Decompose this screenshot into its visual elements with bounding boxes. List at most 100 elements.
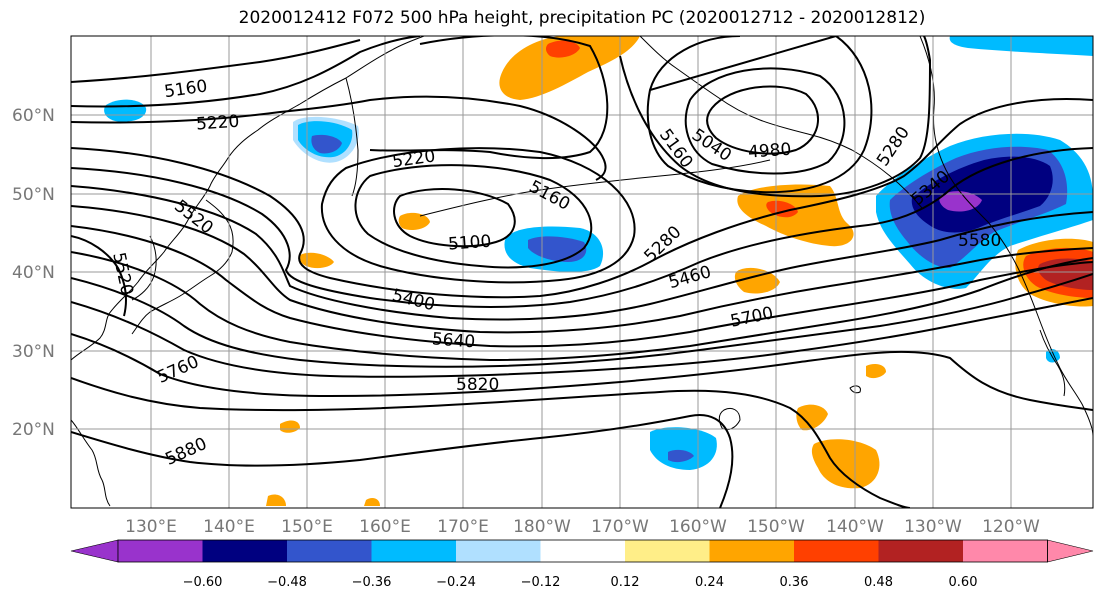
- colorbar-segment: [794, 540, 879, 562]
- lat-label: 60°N: [12, 106, 55, 126]
- contour-label: 5100: [447, 232, 492, 255]
- contour-label: 5400: [390, 285, 437, 315]
- contour-label: 5280: [873, 123, 914, 170]
- coast-alaska: [639, 36, 923, 209]
- contour-5520: [71, 225, 1093, 348]
- contour-label: 5760: [154, 352, 202, 388]
- contour-5520-west: [71, 235, 127, 317]
- plot-frame: [70, 35, 1094, 509]
- colorbar-tick-label: −0.24: [436, 575, 476, 590]
- colorbar-segment: [1047, 539, 1094, 563]
- coastlines: [71, 36, 1093, 507]
- contour-5160-low: [354, 164, 593, 269]
- colorbar-segment: [709, 540, 794, 562]
- lon-label: 170°W: [591, 517, 649, 537]
- colorbar-tick-label: 0.60: [949, 575, 978, 590]
- contour-5460: [71, 205, 1093, 334]
- contour-5340: [71, 147, 1093, 308]
- colorbar-segment: [371, 540, 456, 562]
- contour-labels: 5160 5220 5220 5160 5100 4980 5040 5160 …: [108, 76, 1001, 469]
- contour-label: 5160: [526, 177, 574, 215]
- precip-area-gulf-of-alaska: [876, 36, 1093, 363]
- coast-japan: [131, 199, 234, 335]
- contour-label: 5280: [640, 222, 685, 266]
- colorbar-segment: [118, 540, 203, 562]
- colorbar: [70, 539, 1094, 563]
- contour-5100-ring: [646, 36, 873, 194]
- contour-5100-low: [393, 188, 516, 248]
- coast-kamchatka: [345, 77, 359, 197]
- contour-label: 5580: [958, 231, 1001, 251]
- contour-5220-ring: [320, 147, 636, 284]
- contour-label: 5820: [456, 375, 499, 395]
- precip-area-north-pacific: [499, 36, 640, 272]
- lon-label: 140°E: [203, 517, 255, 537]
- colorbar-segment: [456, 540, 541, 562]
- contour-5880: [71, 414, 734, 508]
- map-title: 2020012412 F072 500 hPa height, precipit…: [238, 8, 926, 28]
- lon-label: 130°E: [125, 517, 177, 537]
- contour-5700: [71, 297, 1093, 378]
- contour-5760: [71, 333, 1093, 411]
- contour-label: 5640: [431, 329, 476, 352]
- lon-label: 150°W: [747, 517, 805, 537]
- colorbar-tick-label: 0.24: [695, 575, 724, 590]
- lon-label: 130°W: [904, 517, 962, 537]
- contour-5400: [71, 185, 1093, 321]
- contour-4980-low: [706, 85, 820, 155]
- lon-label: 170°E: [437, 517, 489, 537]
- colorbar-tick-label: −0.48: [267, 575, 307, 590]
- colorbar-segment: [625, 540, 710, 562]
- colorbar-tick-label: 0.48: [864, 575, 893, 590]
- contour-5220-north: [71, 36, 421, 108]
- colorbar-segment: [70, 539, 119, 563]
- colorbar-tick-label: −0.60: [183, 575, 223, 590]
- contour-label: 5160: [655, 125, 697, 172]
- colorbar-labels: −0.60 −0.48 −0.36 −0.24 −0.12 0.12 0.24 …: [183, 575, 978, 590]
- contour-label: 5220: [195, 112, 240, 135]
- lat-label: 40°N: [12, 263, 55, 283]
- contour-5040-ring: [684, 67, 846, 175]
- contour-5820: [71, 377, 911, 508]
- coast-north-america: [919, 36, 1093, 437]
- precip-area-west-pacific: [104, 99, 430, 269]
- colorbar-tick-label: 0.36: [780, 575, 809, 590]
- contour-5160-wrap: [619, 36, 932, 198]
- coast-asia: [71, 36, 425, 361]
- height-contours: [71, 36, 1093, 508]
- colorbar-tick-label: −0.12: [521, 575, 561, 590]
- contour-label: 5160: [163, 76, 209, 102]
- colorbar-segment: [963, 540, 1048, 562]
- precip-shading: [104, 36, 1093, 506]
- gridlines: [71, 36, 1093, 508]
- colorbar-tick-label: −0.36: [352, 575, 392, 590]
- lat-label: 50°N: [12, 185, 55, 205]
- contour-5580: [71, 251, 1093, 362]
- contour-label: 4980: [747, 140, 792, 163]
- colorbar-segment: [287, 540, 372, 562]
- precip-area-east-pacific: [266, 184, 886, 506]
- colorbar-segment: [540, 540, 625, 562]
- colorbar-segment: [878, 540, 963, 562]
- coast-aleutians: [419, 159, 771, 217]
- contour-5160-north: [71, 39, 361, 83]
- lon-label: 150°E: [281, 517, 333, 537]
- colorbar-tick-label: 0.12: [611, 575, 640, 590]
- coast-baja: [1039, 329, 1066, 397]
- lat-label: 20°N: [12, 420, 55, 440]
- colorbar-segment: [202, 540, 287, 562]
- lon-label: 120°W: [982, 517, 1040, 537]
- contour-5280-main: [71, 98, 1093, 299]
- longitude-labels: 130°E 140°E 150°E 160°E 170°E 180°W 170°…: [125, 517, 1040, 537]
- contour-5640: [71, 273, 1093, 368]
- latitude-labels: 60°N 50°N 40°N 30°N 20°N: [12, 106, 55, 440]
- contour-label: 5700: [729, 303, 775, 332]
- contour-5280-west: [71, 95, 607, 181]
- lon-label: 160°E: [359, 517, 411, 537]
- lon-label: 140°W: [826, 517, 884, 537]
- colorbar-frame: [117, 539, 1048, 563]
- contour-label: 5880: [162, 434, 210, 470]
- lat-label: 30°N: [12, 342, 55, 362]
- lon-label: 180°W: [513, 517, 571, 537]
